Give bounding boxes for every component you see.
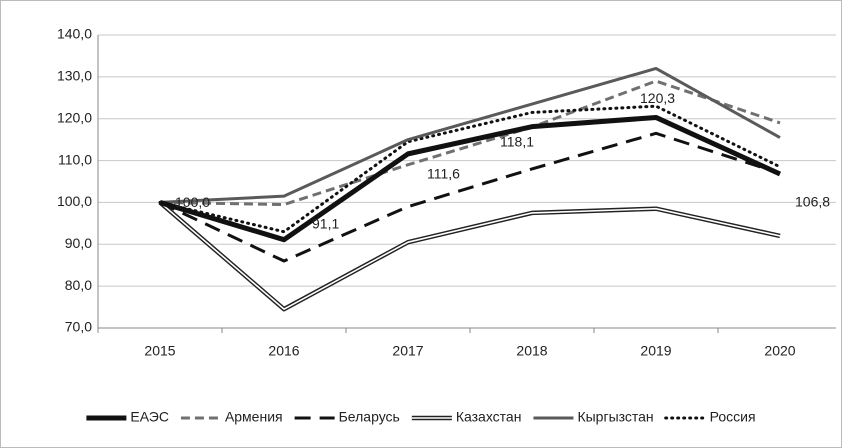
data-label: 111,6 [427,166,460,182]
legend-label: Армения [225,409,283,425]
y-tick-label: 110,0 [58,151,92,167]
y-tick-label: 80,0 [65,277,92,293]
series-line [159,201,781,310]
data-label: 120,3 [640,90,675,106]
data-label: 100,0 [175,194,210,210]
x-tick-label: 2019 [640,343,671,359]
data-label: 118,1 [500,133,534,149]
y-tick-label: 140,0 [57,26,92,42]
series-line [159,79,781,207]
x-tick-label: 2018 [516,343,547,359]
legend-label: Россия [710,409,756,425]
series-line [159,114,782,243]
series-line [159,66,781,204]
legend-label: Кыргызстан [577,409,653,425]
y-tick-label: 100,0 [57,193,92,209]
series-line [158,104,782,234]
y-tick-label: 120,0 [57,109,92,125]
x-tick-label: 2017 [392,343,423,359]
y-tick-label: 70,0 [65,319,92,335]
data-label: 91,1 [312,215,339,231]
legend-label: Беларусь [339,409,400,425]
x-tick-label: 2020 [764,343,795,359]
legend-label: Казахстан [456,409,522,425]
y-tick-label: 130,0 [57,68,92,84]
x-tick-label: 2016 [268,343,299,359]
data-label: 106,8 [795,194,830,210]
legend-label: ЕАЭС [130,409,169,425]
x-tick-label: 2015 [144,343,175,359]
series-line [159,131,781,263]
y-tick-label: 90,0 [65,235,92,251]
